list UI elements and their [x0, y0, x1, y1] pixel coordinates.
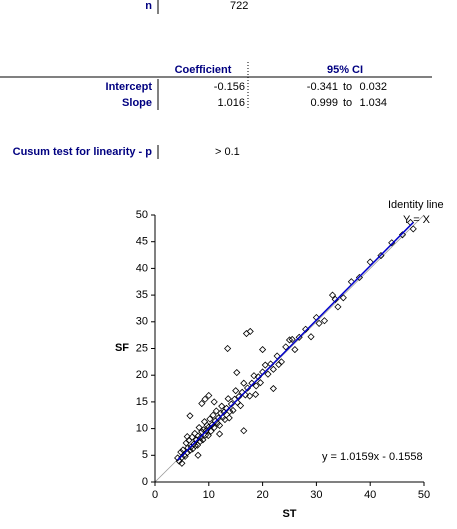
y-tick-label: 25	[136, 342, 148, 354]
point	[250, 372, 258, 380]
point	[195, 423, 203, 432]
identity-label: Identity line	[388, 199, 444, 211]
point	[199, 436, 207, 444]
y-tick-label: 35	[136, 289, 148, 301]
y-tick-label: 20	[136, 369, 148, 381]
identity-eq: Y = X	[403, 214, 431, 226]
col-header: Coefficient	[175, 64, 232, 76]
ci-high: 0.032	[359, 81, 387, 93]
point	[355, 273, 364, 282]
point	[210, 423, 218, 432]
y-tick-label: 0	[142, 476, 148, 488]
point	[377, 252, 385, 260]
fit-equation: y = 1.0159x - 0.1558	[322, 451, 423, 463]
point	[339, 294, 347, 302]
cusum-value: > 0.1	[215, 146, 240, 158]
point	[218, 402, 226, 410]
point	[246, 327, 254, 335]
point	[334, 303, 342, 311]
point	[200, 418, 209, 426]
point	[225, 414, 233, 422]
point	[224, 344, 232, 353]
point	[264, 370, 272, 378]
x-tick-label: 40	[364, 489, 376, 501]
point	[256, 379, 265, 387]
ci-low: 0.999	[310, 97, 338, 109]
point	[232, 387, 240, 395]
ci-high: 1.034	[359, 97, 387, 109]
point	[224, 395, 232, 403]
cusum-label: Cusum test for linearity - p	[13, 146, 153, 158]
point	[194, 451, 202, 459]
ci-low: -0.341	[307, 81, 338, 93]
point	[201, 395, 209, 403]
point	[409, 225, 417, 233]
point	[240, 379, 248, 387]
point	[315, 319, 323, 327]
ci-sep: to	[343, 81, 352, 93]
point	[198, 399, 206, 408]
point	[320, 317, 329, 325]
point	[288, 335, 296, 343]
point	[205, 391, 213, 400]
col-header: 95% CI	[327, 64, 363, 76]
x-tick-label: 0	[152, 489, 158, 501]
y-axis-label: SF	[115, 342, 129, 354]
coefficient: 1.016	[217, 97, 245, 109]
point	[212, 407, 220, 415]
point	[252, 382, 260, 390]
point	[191, 429, 199, 437]
regression-line	[177, 221, 414, 461]
point	[246, 392, 254, 400]
point	[282, 343, 290, 351]
y-tick-label: 5	[142, 449, 148, 461]
y-tick-label: 50	[136, 209, 148, 221]
x-tick-label: 50	[418, 489, 430, 501]
point	[291, 346, 299, 354]
point	[275, 360, 283, 369]
point	[236, 402, 245, 410]
point	[259, 346, 267, 354]
y-tick-label: 10	[136, 423, 148, 435]
coefficient: -0.156	[214, 81, 245, 93]
point	[242, 329, 251, 338]
point	[285, 336, 294, 344]
x-tick-label: 30	[310, 489, 322, 501]
point	[269, 365, 277, 373]
row-label: Intercept	[106, 81, 153, 93]
point	[183, 433, 191, 441]
row-label: Slope	[122, 97, 152, 109]
n-value: 722	[230, 0, 248, 12]
point	[307, 333, 315, 341]
point	[196, 437, 204, 445]
x-tick-label: 10	[203, 489, 215, 501]
point	[229, 406, 237, 415]
point	[206, 415, 214, 423]
point	[226, 407, 234, 416]
y-tick-label: 40	[136, 262, 148, 274]
n-label: n	[145, 0, 152, 12]
point	[398, 231, 407, 239]
point	[209, 411, 217, 419]
point	[269, 384, 277, 393]
point	[178, 459, 186, 467]
x-axis-label: ST	[282, 508, 296, 520]
point	[261, 361, 269, 369]
point	[210, 398, 218, 406]
point	[328, 291, 337, 299]
point	[215, 430, 224, 438]
x-tick-label: 20	[256, 489, 268, 501]
point	[186, 412, 194, 420]
y-tick-label: 15	[136, 396, 148, 408]
ci-sep: to	[343, 97, 352, 109]
point	[240, 427, 248, 435]
y-tick-label: 45	[136, 236, 148, 248]
y-tick-label: 30	[136, 316, 148, 328]
point	[233, 368, 241, 377]
point	[215, 421, 224, 429]
point	[252, 390, 260, 398]
point	[207, 427, 215, 435]
point	[204, 431, 212, 440]
